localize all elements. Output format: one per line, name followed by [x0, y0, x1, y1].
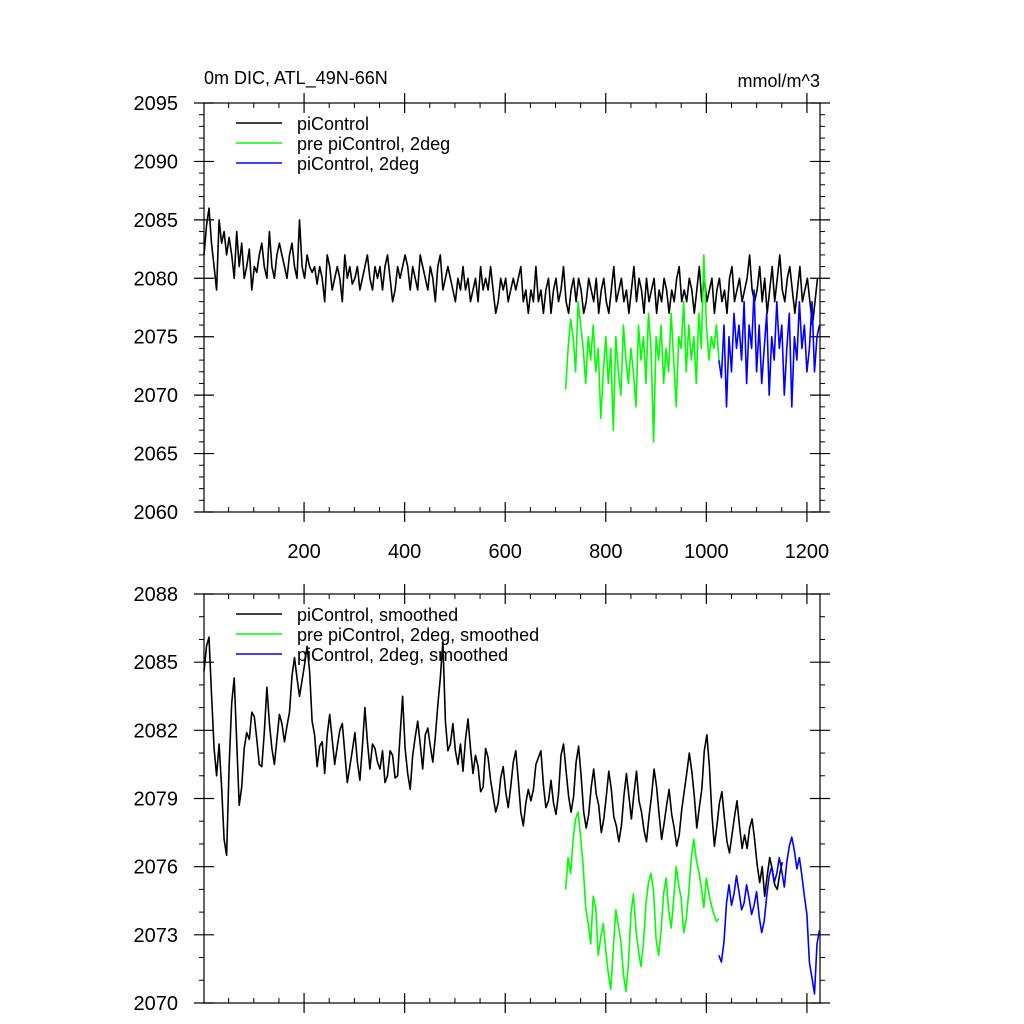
series-line-picontrol-2deg — [718, 289, 821, 408]
series-line-pre-picontrol-2deg-smoothed — [564, 811, 720, 993]
legend-label: piControl — [297, 114, 369, 134]
bottom-chart-ticks — [194, 584, 830, 1013]
legend-label: pre piControl, 2deg — [297, 134, 450, 154]
y-tick-label: 2075 — [134, 327, 179, 349]
series-line-picontrol-2deg-smoothed — [718, 836, 821, 995]
top-chart-series — [203, 207, 821, 443]
top-chart-tick-labels: 200 400 600 800 1000 1200 2060 2065 2070 2075 2080… — [134, 93, 830, 563]
y-tick-label: 2082 — [134, 720, 179, 742]
legend-label: piControl, smoothed — [297, 605, 458, 625]
y-tick-label: 2070 — [134, 385, 179, 407]
series-line-pre-picontrol-2deg — [564, 254, 720, 443]
x-tick-label: 1200 — [785, 541, 830, 563]
x-tick-label: 400 — [388, 541, 421, 563]
x-tick-label: 600 — [489, 541, 522, 563]
top-chart-frame — [203, 102, 821, 513]
x-tick-label: 800 — [589, 541, 622, 563]
series-line-picontrol-smoothed — [203, 636, 784, 898]
y-tick-label: 2073 — [134, 925, 179, 947]
bottom-chart-frame — [203, 593, 821, 1004]
legend-label: piControl, 2deg — [297, 154, 419, 174]
y-tick-label: 2070 — [134, 993, 179, 1015]
x-tick-label: 200 — [287, 541, 320, 563]
top-chart-panel: 0m DIC, ATL_49N-66N mmol/m^3 200 400 600 80… — [134, 68, 830, 563]
legend-label: pre piControl, 2deg, smoothed — [297, 625, 539, 645]
legend-label: piControl, 2deg, smoothed — [297, 645, 508, 665]
bottom-chart-series — [203, 636, 821, 995]
y-tick-label: 2065 — [134, 444, 179, 466]
top-chart-units: mmol/m^3 — [738, 71, 820, 91]
y-tick-label: 2090 — [134, 151, 179, 173]
y-tick-label: 2085 — [134, 210, 179, 232]
x-tick-label: 1000 — [684, 541, 729, 563]
y-tick-label: 2080 — [134, 268, 179, 290]
series-line-picontrol — [203, 207, 819, 326]
y-tick-label: 2088 — [134, 584, 179, 606]
top-chart-ticks — [194, 93, 830, 522]
y-tick-label: 2076 — [134, 857, 179, 879]
y-tick-label: 2060 — [134, 502, 179, 524]
y-tick-label: 2095 — [134, 93, 179, 115]
y-tick-label: 2085 — [134, 652, 179, 674]
y-tick-label: 2079 — [134, 789, 179, 811]
top-chart-title: 0m DIC, ATL_49N-66N — [204, 68, 388, 89]
bottom-chart-panel: 2070 2073 2076 2079 2082 2085 2088 piControl, … — [134, 584, 830, 1015]
bottom-chart-tick-labels: 2070 2073 2076 2079 2082 2085 2088 — [134, 584, 179, 1015]
